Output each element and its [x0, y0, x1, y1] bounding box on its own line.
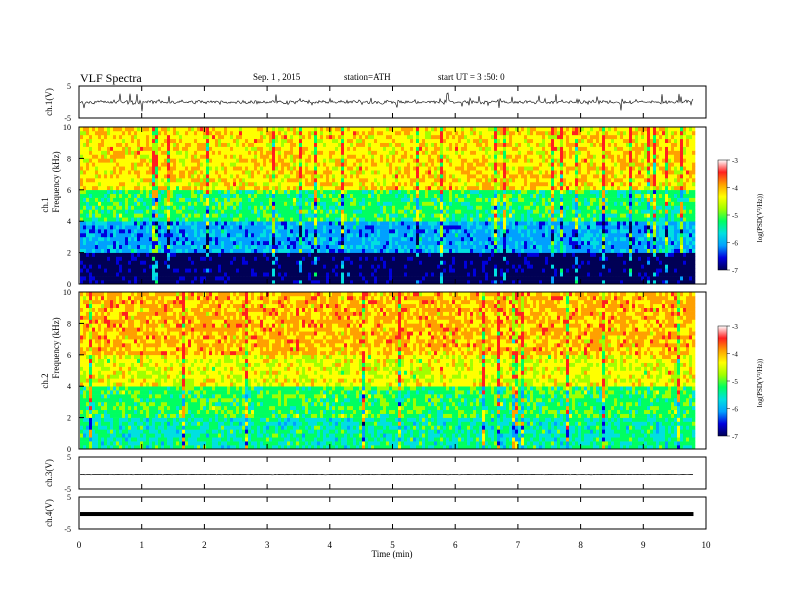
ch2-spectrogram-ylabel: Frequency (kHz) — [51, 317, 61, 378]
y-tick-label: 0 — [67, 280, 71, 289]
ch4-waveform-ylabel: ch.4(V) — [44, 499, 54, 527]
x-axis-label: Time (min) — [372, 549, 413, 559]
x-tick-label: 10 — [702, 540, 712, 550]
y-tick-label: 5 — [67, 493, 71, 502]
y-tick-label: 10 — [63, 288, 71, 297]
y-tick-label: 10 — [63, 123, 71, 132]
y-tick-label: 2 — [67, 414, 71, 423]
ch2-colorbar: -3 -4 -5 -6 -7 — [717, 323, 738, 441]
colorbar-tick-label: -6 — [732, 240, 738, 248]
date-label: Sep. 1 , 2015 — [253, 72, 301, 82]
ch1-waveform-ylabel: ch.1(V) — [44, 88, 54, 116]
y-tick-label: -5 — [64, 525, 71, 534]
ch1-waveform: 5 -5 — [64, 82, 694, 123]
colorbar-tick-label: -5 — [732, 212, 738, 220]
x-tick-label: 2 — [202, 540, 207, 550]
colorbar-tick-label: -3 — [732, 157, 738, 165]
ch2-colorbar-label: log(PSD(V²/Hz)) — [756, 358, 764, 407]
ch1-colorbar-label: log(PSD(V²/Hz)) — [756, 193, 764, 242]
colorbar-tick-label: -3 — [732, 323, 738, 331]
ch2-spectrogram-channel-label: ch.2 — [40, 373, 50, 388]
ch1-spectrogram: 0 2 4 6 8 10 — [63, 123, 696, 289]
colorbar-tick-label: -4 — [732, 185, 738, 193]
waveform-trace — [79, 92, 694, 112]
x-axis-ticks: 0 1 2 3 4 5 6 7 8 9 10 — [77, 86, 711, 550]
y-tick-label: 8 — [67, 319, 71, 328]
y-tick-label: 5 — [67, 453, 71, 462]
x-tick-label: 7 — [516, 540, 521, 550]
ch3-waveform-ylabel: ch.3(V) — [44, 459, 54, 487]
ch1-spectrogram-channel-label: ch.1 — [40, 197, 50, 212]
y-tick-label: -5 — [64, 485, 71, 494]
x-tick-label: 1 — [139, 540, 144, 550]
colorbar-tick-label: -5 — [732, 378, 738, 386]
colorbar-tick-label: -7 — [732, 433, 738, 441]
ch1-colorbar: -3 -4 -5 -6 -7 — [717, 157, 738, 275]
x-tick-label: 3 — [265, 540, 270, 550]
ch4-waveform: 5 -5 — [64, 493, 694, 534]
ch1-spectrogram-ylabel: Frequency (kHz) — [51, 151, 61, 212]
waveform-trace — [79, 473, 694, 476]
ch3-waveform: 5 -5 — [64, 453, 694, 494]
ch2-spectrogram: 0 2 4 6 8 10 — [63, 288, 696, 454]
start-time-label: start UT = 3 :50: 0 — [438, 72, 505, 82]
y-tick-label: -5 — [64, 114, 71, 123]
colorbar-tick-label: -4 — [732, 351, 738, 359]
station-label: station=ATH — [344, 72, 391, 82]
chart-title: VLF Spectra — [80, 71, 142, 85]
y-tick-label: 4 — [67, 217, 71, 226]
x-tick-label: 0 — [77, 540, 82, 550]
x-tick-label: 8 — [578, 540, 583, 550]
y-tick-label: 2 — [67, 249, 71, 258]
colorbar-scale — [717, 159, 728, 271]
waveform-trace — [80, 512, 694, 517]
x-tick-label: 4 — [328, 540, 333, 550]
y-tick-label: 5 — [67, 82, 71, 91]
x-tick-label: 5 — [390, 540, 395, 550]
y-tick-label: 6 — [67, 186, 71, 195]
y-tick-label: 6 — [67, 351, 71, 360]
y-tick-label: 0 — [67, 445, 71, 454]
y-tick-label: 4 — [67, 382, 71, 391]
x-tick-label: 9 — [641, 540, 646, 550]
colorbar-scale — [717, 325, 728, 437]
colorbar-tick-label: -7 — [732, 267, 738, 275]
y-tick-label: 8 — [67, 154, 71, 163]
x-tick-label: 6 — [453, 540, 458, 550]
colorbar-tick-label: -6 — [732, 406, 738, 414]
